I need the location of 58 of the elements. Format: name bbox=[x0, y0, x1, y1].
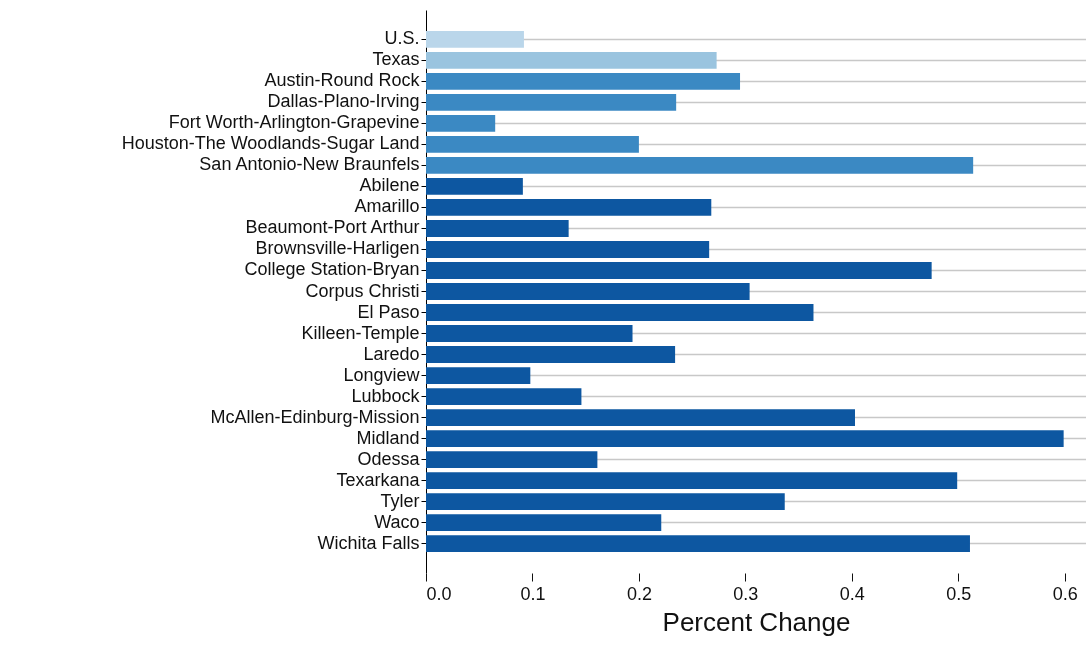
bar bbox=[426, 73, 741, 90]
y-tick-label: Waco bbox=[374, 511, 420, 532]
y-tick-label: Amarillo bbox=[354, 196, 420, 217]
y-tick-label: Wichita Falls bbox=[317, 532, 420, 553]
y-tick-label: Odessa bbox=[357, 448, 421, 469]
bar bbox=[426, 157, 974, 174]
bar bbox=[426, 535, 970, 552]
y-tick-label: Brownsville-Harligen bbox=[255, 238, 420, 259]
y-tick-label: Longview bbox=[343, 364, 421, 385]
x-tick-label: 0.1 bbox=[520, 583, 546, 604]
bar bbox=[426, 94, 677, 111]
bar bbox=[426, 367, 531, 384]
bar bbox=[426, 514, 662, 531]
bar bbox=[426, 220, 569, 237]
y-tick-label: Austin-Round Rock bbox=[264, 70, 421, 91]
bar bbox=[426, 283, 750, 300]
y-tick-label: Texarkana bbox=[336, 469, 421, 490]
x-tick-label: 0.4 bbox=[839, 583, 865, 604]
bar bbox=[426, 304, 814, 321]
y-tick-label: Beaumont-Port Arthur bbox=[245, 217, 420, 238]
y-tick-label: Killeen-Temple bbox=[301, 322, 420, 343]
y-tick-label: Tyler bbox=[380, 490, 420, 511]
y-tick-label: Corpus Christi bbox=[305, 280, 420, 301]
y-tick-label: McAllen-Edinburg-Mission bbox=[210, 406, 420, 427]
bar bbox=[426, 451, 598, 468]
x-tick-label: 0.3 bbox=[733, 583, 759, 604]
bar bbox=[426, 52, 717, 69]
y-tick-label: Houston-The Woodlands-Sugar Land bbox=[121, 133, 420, 154]
y-tick-label: El Paso bbox=[357, 301, 420, 322]
y-tick-label: Midland bbox=[356, 427, 420, 448]
bar bbox=[426, 136, 639, 153]
y-tick-label: Dallas-Plano-Irving bbox=[267, 91, 420, 112]
x-tick-label: 0.2 bbox=[626, 583, 652, 604]
y-tick-label: Texas bbox=[372, 49, 420, 70]
bar bbox=[426, 430, 1064, 447]
bar bbox=[426, 409, 855, 426]
bar bbox=[426, 493, 785, 510]
bar bbox=[426, 472, 958, 489]
x-tick-label: 0.0 bbox=[426, 583, 452, 604]
x-axis-title: Percent Change bbox=[662, 606, 851, 637]
y-tick-label: San Antonio-New Braunfels bbox=[199, 154, 420, 175]
bar bbox=[426, 241, 710, 258]
bar bbox=[426, 325, 633, 342]
y-tick-label: Fort Worth-Arlington-Grapevine bbox=[168, 112, 420, 133]
bar bbox=[426, 388, 582, 405]
y-tick-label: Lubbock bbox=[351, 385, 421, 406]
bar bbox=[426, 31, 524, 48]
bar bbox=[426, 262, 932, 279]
bar bbox=[426, 199, 712, 216]
y-tick-label: Laredo bbox=[363, 343, 420, 364]
bar bbox=[426, 115, 496, 132]
y-tick-label: U.S. bbox=[384, 28, 420, 49]
x-tick-label: 0.6 bbox=[1052, 583, 1078, 604]
bar bbox=[426, 346, 676, 363]
y-tick-label: College Station-Bryan bbox=[244, 259, 420, 280]
y-tick-label: Abilene bbox=[359, 175, 420, 196]
bar bbox=[426, 178, 523, 195]
x-tick-label: 0.5 bbox=[946, 583, 972, 604]
